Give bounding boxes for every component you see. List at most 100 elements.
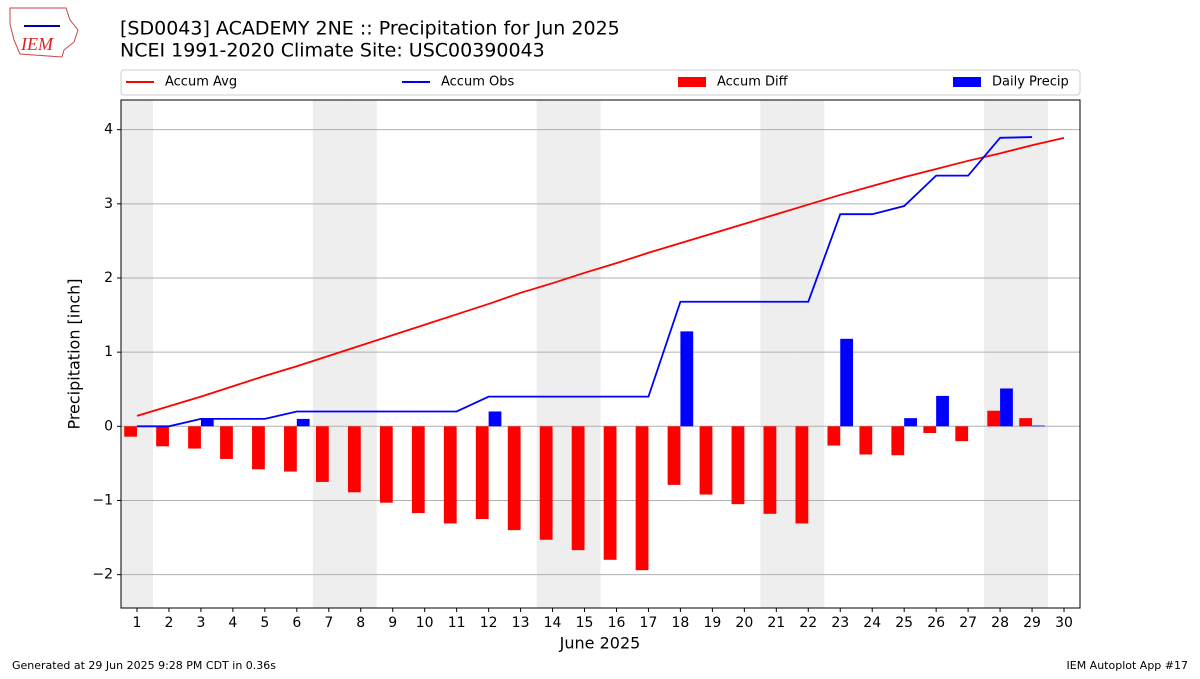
legend-swatch: [678, 77, 706, 87]
bar: [252, 426, 265, 470]
x-tick-label: 24: [863, 615, 881, 631]
weekend-shade: [312, 100, 345, 608]
bar: [379, 426, 393, 503]
x-tick-label: 14: [544, 615, 562, 631]
x-tick-label: 5: [260, 615, 269, 631]
x-tick-label: 6: [292, 615, 301, 631]
x-tick-label: 23: [831, 615, 849, 631]
bar: [936, 395, 949, 427]
line: [136, 136, 1065, 417]
bar: [188, 426, 201, 449]
bar: [475, 426, 489, 520]
bar: [763, 426, 777, 514]
x-tick-label: 10: [416, 615, 434, 631]
y-tick-label: 2: [104, 270, 113, 286]
x-tick-label: 18: [672, 615, 690, 631]
chart-title: [SD0043] ACADEMY 2NE :: Precipitation fo…: [120, 18, 620, 40]
bar: [1019, 418, 1033, 427]
bar: [1000, 388, 1013, 427]
bar: [347, 426, 361, 493]
x-tick-label: 9: [388, 615, 397, 631]
plot-frame: [120, 99, 1081, 609]
logo-outline: [9, 7, 79, 58]
bar: [891, 426, 905, 456]
x-tick-label: 3: [196, 615, 205, 631]
bar: [220, 426, 233, 459]
x-tick-label: 17: [640, 615, 658, 631]
footer-right: IEM Autoplot App #17: [1067, 659, 1189, 672]
logo: IEM: [9, 7, 79, 58]
y-tick-label: 3: [104, 196, 113, 212]
weekend-shade: [792, 100, 825, 608]
x-axis-label: June 2025: [559, 634, 641, 653]
legend-label: Daily Precip: [992, 75, 1069, 90]
chart-subtitle: NCEI 1991-2020 Climate Site: USC00390043: [120, 40, 545, 62]
y-tick-label: 0: [104, 418, 113, 434]
legend-swatch: [953, 77, 981, 87]
bar: [296, 418, 310, 427]
bar: [635, 426, 649, 571]
x-tick-label: 2: [164, 615, 173, 631]
x-tick-label: 19: [703, 615, 721, 631]
bar: [1032, 425, 1045, 427]
x-tick-label: 22: [799, 615, 817, 631]
x-tick-label: 1: [133, 615, 142, 631]
legend-label: Accum Avg: [165, 75, 237, 90]
legend-box: [120, 69, 1081, 96]
weekend-shade: [121, 100, 153, 608]
x-tick-label: 7: [324, 615, 333, 631]
x-tick-label: 30: [1055, 615, 1073, 631]
bar: [124, 426, 137, 437]
y-axis-label: Precipitation [inch]: [65, 278, 84, 429]
weekend-shade: [1016, 100, 1049, 608]
x-tick-label: 21: [767, 615, 785, 631]
x-tick-label: 26: [927, 615, 945, 631]
x-tick-label: 12: [480, 615, 498, 631]
line: [136, 136, 1033, 428]
bar: [603, 426, 617, 560]
y-tick-label: 1: [104, 344, 113, 360]
bar: [827, 426, 841, 446]
x-tick-label: 15: [576, 615, 594, 631]
x-tick-label: 16: [608, 615, 626, 631]
bar: [539, 426, 553, 540]
x-tick-label: 25: [895, 615, 913, 631]
bar: [411, 426, 425, 514]
bar: [680, 331, 694, 427]
weekend-shade: [984, 100, 1017, 608]
x-tick-label: 11: [448, 615, 466, 631]
bar: [923, 426, 937, 433]
legend-label: Accum Diff: [717, 75, 789, 90]
bar: [488, 411, 502, 427]
bar: [731, 426, 745, 505]
legend-label: Accum Obs: [441, 75, 514, 90]
x-tick-label: 20: [735, 615, 753, 631]
bar: [795, 426, 809, 524]
bar: [443, 426, 457, 524]
logo-text: IEM: [20, 34, 54, 54]
x-tick-label: 29: [1023, 615, 1041, 631]
footer-left: Generated at 29 Jun 2025 9:28 PM CDT in …: [12, 659, 276, 672]
bar: [284, 426, 297, 472]
bar: [667, 426, 681, 485]
bar: [859, 426, 873, 455]
y-tick-label: −1: [92, 492, 113, 508]
bar: [840, 338, 854, 427]
x-tick-label: 27: [959, 615, 977, 631]
weekend-shade: [344, 100, 377, 608]
weekend-shade: [760, 100, 793, 608]
bar: [156, 426, 169, 447]
bar: [315, 426, 329, 482]
x-tick-label: 13: [512, 615, 530, 631]
bar: [987, 410, 1001, 427]
x-tick-label: 28: [991, 615, 1009, 631]
bar: [904, 418, 917, 427]
y-tick-label: 4: [104, 122, 113, 138]
bar: [200, 418, 214, 427]
bar: [571, 426, 585, 551]
x-tick-label: 4: [228, 615, 237, 631]
x-tick-label: 8: [356, 615, 365, 631]
bar: [955, 426, 969, 442]
